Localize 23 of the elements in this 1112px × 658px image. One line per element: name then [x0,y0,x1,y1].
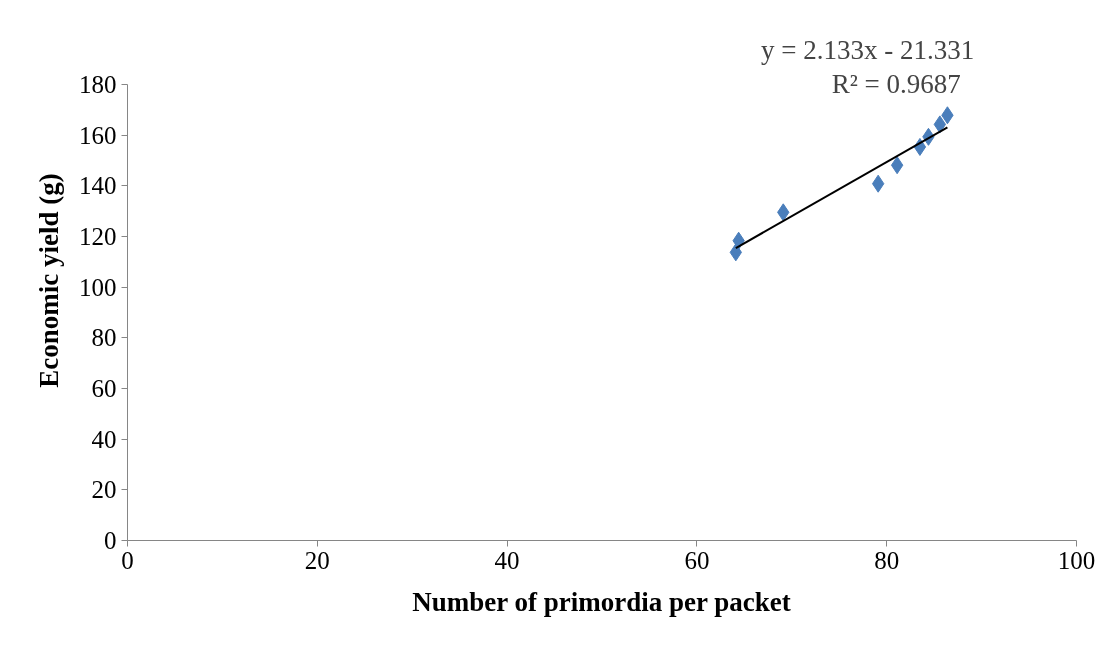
x-tick-label: 60 [684,546,710,574]
y-tick-label: 0 [104,527,117,554]
y-tick-label: 140 [79,172,117,200]
y-tick-label: 60 [91,374,117,402]
y-tick-label: 180 [79,70,117,98]
x-axis-title: Number of primordia per packet [412,586,791,617]
x-tick-label: 40 [494,546,520,574]
x-tick-label: 0 [121,546,134,574]
text: y = 2.133x - 21.331 [761,34,975,65]
x-tick-label: 80 [874,546,900,574]
y-axis-title: Economic yield (g) [34,173,64,388]
y-tick-label: 160 [79,121,117,149]
y-tick-label: 100 [79,273,117,301]
x-tick-label: 100 [1057,546,1096,574]
y-tick-label: 20 [91,476,117,504]
point [871,174,885,193]
y-tick-label: 40 [91,425,117,453]
y-tick-label: 80 [91,324,117,352]
point [890,156,904,175]
point [933,115,947,134]
x-tick-label: 20 [304,546,330,574]
y-tick-label: 120 [79,222,117,250]
annotation: R² = 0.9687 [831,68,961,99]
